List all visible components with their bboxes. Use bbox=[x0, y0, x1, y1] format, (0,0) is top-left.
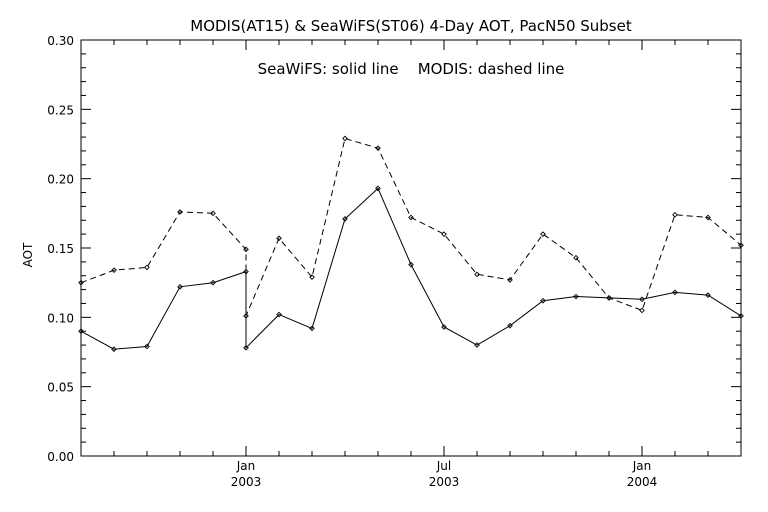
seawifs-data-point bbox=[243, 268, 249, 275]
seawifs-data-point bbox=[309, 325, 315, 332]
seawifs-data-point bbox=[111, 346, 117, 353]
modis-data-point bbox=[540, 231, 546, 237]
y-tick-label: 0.25 bbox=[47, 103, 74, 117]
modis-data-point bbox=[243, 246, 249, 253]
series-markers bbox=[78, 135, 744, 353]
y-tick-label: 0.10 bbox=[47, 311, 74, 325]
y-axis-label: AOT bbox=[21, 242, 35, 267]
seawifs-series-line bbox=[80, 187, 742, 350]
y-tick-label: 0.20 bbox=[47, 173, 74, 187]
seawifs-data-point bbox=[243, 345, 249, 351]
y-tick-label: 0.30 bbox=[47, 34, 74, 48]
y-tick-label: 0.00 bbox=[47, 450, 74, 464]
seawifs-data-point bbox=[78, 328, 84, 335]
seawifs-data-point bbox=[375, 185, 381, 192]
y-tick-label: 0.15 bbox=[47, 242, 74, 256]
y-tick-label: 0.05 bbox=[47, 381, 74, 395]
modis-data-point bbox=[408, 214, 414, 221]
modis-data-point bbox=[639, 307, 645, 314]
modis-data-point bbox=[309, 274, 315, 280]
series-lines bbox=[80, 137, 742, 350]
x-tick-year-label: 2003 bbox=[231, 475, 262, 489]
modis-data-point bbox=[342, 135, 348, 142]
line-style-annotation: SeaWiFS: solid line MODIS: dashed line bbox=[258, 60, 565, 78]
modis-data-point bbox=[441, 231, 447, 237]
modis-data-point bbox=[375, 145, 381, 151]
x-tick-year-label: 2003 bbox=[429, 475, 460, 489]
modis-data-point bbox=[474, 271, 480, 278]
modis-data-point bbox=[738, 242, 744, 249]
modis-data-point bbox=[276, 235, 282, 242]
modis-series-line bbox=[80, 137, 742, 317]
modis-data-point bbox=[243, 313, 249, 319]
seawifs-data-point bbox=[507, 322, 513, 329]
x-tick-month-label: Jan bbox=[632, 459, 652, 473]
seawifs-data-point bbox=[144, 343, 150, 350]
seawifs-data-point bbox=[672, 289, 678, 296]
seawifs-data-point bbox=[177, 283, 183, 290]
modis-data-point bbox=[144, 264, 150, 271]
plot-frame bbox=[80, 39, 742, 457]
modis-data-point bbox=[573, 254, 579, 261]
modis-data-point bbox=[705, 214, 711, 221]
axis-ticks: 0.00 0.05 0.10 0.15 0.20 0.25 0.30 Jan 2003 Jul 20… bbox=[47, 34, 742, 489]
seawifs-data-point bbox=[705, 292, 711, 298]
modis-data-point bbox=[606, 295, 612, 301]
modis-data-point bbox=[78, 279, 84, 286]
modis-data-point bbox=[177, 209, 183, 215]
modis-data-point bbox=[672, 211, 678, 218]
seawifs-data-point bbox=[441, 324, 447, 330]
seawifs-data-point bbox=[276, 311, 282, 318]
modis-data-point bbox=[210, 210, 216, 217]
seawifs-data-point bbox=[342, 216, 348, 222]
seawifs-data-point bbox=[408, 261, 414, 268]
modis-data-point bbox=[507, 277, 513, 283]
x-tick-month-label: Jul bbox=[436, 459, 451, 473]
seawifs-data-point bbox=[639, 296, 645, 303]
seawifs-data-point bbox=[540, 297, 546, 304]
seawifs-data-point bbox=[738, 313, 744, 319]
chart-title: MODIS(AT15) & SeaWiFS(ST06) 4-Day AOT, P… bbox=[190, 17, 632, 35]
x-tick-year-label: 2004 bbox=[627, 475, 658, 489]
seawifs-data-point bbox=[210, 279, 216, 286]
x-tick-month-label: Jan bbox=[236, 459, 256, 473]
seawifs-data-point bbox=[573, 293, 579, 300]
seawifs-data-point bbox=[474, 342, 480, 348]
modis-data-point bbox=[111, 267, 117, 274]
